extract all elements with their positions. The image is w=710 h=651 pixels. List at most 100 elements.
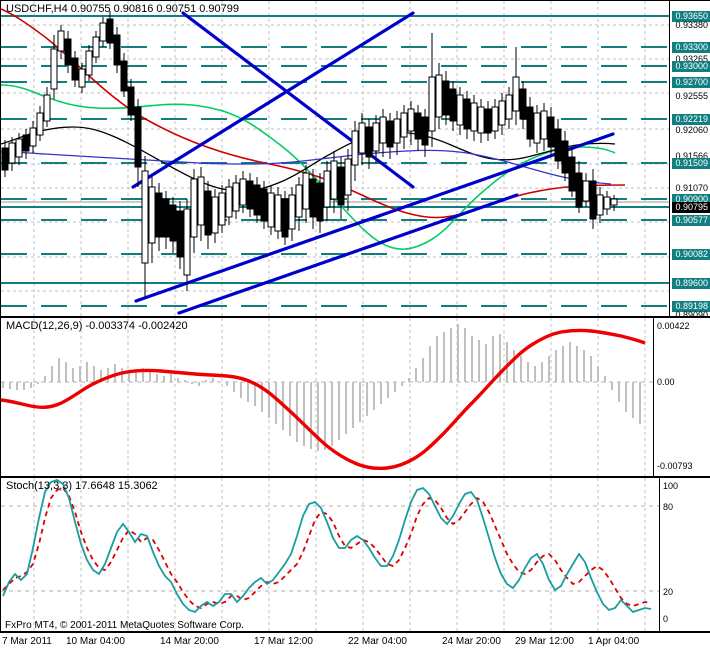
candle (407, 101, 415, 145)
stochastic-indicator-panel[interactable]: Stoch(13,3,3) 17.6648 15.3062 100 80 20 … (0, 477, 710, 632)
candle (547, 107, 555, 157)
candle (113, 27, 121, 73)
price-scale[interactable]: 0.93650 0.93380 0.93300 0.93265 0.93000 … (669, 1, 710, 320)
candle (589, 169, 597, 229)
candle (260, 181, 268, 229)
stochastic-scale[interactable]: 100 80 20 0 (659, 478, 710, 631)
candle (435, 63, 443, 129)
macd-signal-line (1, 328, 646, 471)
price-label: 0.91070 (675, 183, 708, 193)
candle (190, 169, 198, 253)
candle (1, 140, 9, 177)
price-label: 0.89600 (672, 278, 710, 289)
candle (505, 87, 513, 129)
macd-chart-svg (1, 318, 653, 476)
candle (183, 199, 191, 291)
macd-panel-header: MACD(12,26,9) -0.003374 -0.002420 (6, 320, 188, 332)
candle (246, 173, 254, 217)
ma-black-line (1, 126, 616, 192)
candle (337, 157, 345, 219)
candle (428, 33, 436, 147)
time-axis[interactable]: 7 Mar 2011 10 Mar 04:00 14 Mar 20:00 17 … (0, 632, 710, 651)
price-label: 0.92555 (675, 91, 708, 101)
blue-trendlines (131, 11, 615, 315)
macd-scale-label: 0.00422 (657, 321, 690, 331)
stoch-scale-label: 80 (663, 502, 674, 512)
price-chart-panel[interactable]: USDCHF,H4 0.90755 0.90816 0.90751 0.9079… (0, 0, 710, 320)
candle (519, 81, 527, 129)
price-label: 0.90577 (672, 215, 710, 226)
candle (141, 156, 149, 297)
candle (568, 147, 576, 197)
candle (596, 187, 604, 223)
candle (393, 111, 401, 155)
candle (379, 109, 387, 157)
copyright-notice: FxPro MT4, © 2001-2011 MetaQuotes Softwa… (5, 620, 244, 631)
macd-scale[interactable]: 0.00422 0.00 -0.00793 (653, 318, 710, 476)
stochastic-panel-header: Stoch(13,3,3) 17.6648 15.3062 (6, 480, 158, 492)
candle (239, 171, 247, 213)
candle (540, 103, 548, 151)
candle (414, 105, 422, 151)
candle (582, 173, 590, 207)
price-label: 0.89090 (675, 310, 708, 320)
price-label: 0.93300 (672, 42, 710, 53)
candle (267, 185, 275, 235)
candle (288, 187, 296, 241)
candle (57, 25, 65, 59)
candle (50, 35, 58, 99)
current-price-label: 0.90795 (672, 202, 710, 213)
candle (106, 11, 114, 49)
price-label: 0.93265 (675, 54, 708, 64)
candle (127, 79, 135, 121)
stoch-level-lines (1, 505, 659, 592)
candle (330, 151, 338, 213)
candle (344, 149, 352, 211)
macd-plot-area[interactable] (1, 318, 653, 476)
price-label: 0.91566 (675, 151, 708, 161)
stoch-scale-label: 0 (663, 614, 669, 624)
candle (169, 197, 177, 253)
price-panel-header: USDCHF,H4 0.90755 0.90816 0.90751 0.9079… (6, 3, 240, 15)
candle (400, 105, 408, 149)
candlestick-series (1, 11, 618, 297)
candle (176, 201, 184, 269)
stochastic-plot-area[interactable] (1, 478, 659, 631)
stoch-d-line (2, 486, 652, 609)
macd-indicator-panel[interactable]: MACD(12,26,9) -0.003374 -0.002420 0.0042… (0, 317, 710, 477)
candle (155, 183, 163, 251)
candle (603, 191, 611, 215)
time-tick-label: 29 Mar 12:00 (515, 636, 574, 647)
price-label: 0.90082 (672, 249, 710, 260)
candle (526, 97, 534, 147)
candle (358, 113, 366, 165)
candle (372, 115, 380, 163)
ma-red-line (1, 8, 626, 219)
candle (316, 173, 324, 233)
price-label: 0.90900 (672, 194, 710, 205)
candle (442, 71, 450, 125)
candle (421, 109, 429, 157)
candle (36, 106, 44, 141)
candle (64, 31, 72, 73)
price-label: 0.92060 (675, 125, 708, 135)
candle (162, 191, 170, 249)
solid-level-lines (1, 15, 669, 284)
candle (204, 181, 212, 249)
time-tick-label: 1 Apr 04:00 (588, 636, 640, 647)
price-label: 0.92700 (672, 77, 710, 88)
candle (456, 87, 464, 135)
price-plot-area[interactable] (1, 1, 669, 316)
candle (120, 53, 128, 97)
stoch-scale-label: 100 (663, 481, 679, 491)
candle (211, 189, 219, 243)
candle (197, 167, 205, 241)
price-label: 0.92219 (672, 114, 710, 125)
candle (225, 179, 233, 225)
candle (232, 175, 240, 219)
candle (85, 45, 93, 81)
macd-histogram (2, 324, 641, 451)
price-label: 0.93380 (675, 20, 708, 30)
candle (449, 81, 457, 131)
time-tick-label: 22 Mar 04:00 (348, 636, 407, 647)
